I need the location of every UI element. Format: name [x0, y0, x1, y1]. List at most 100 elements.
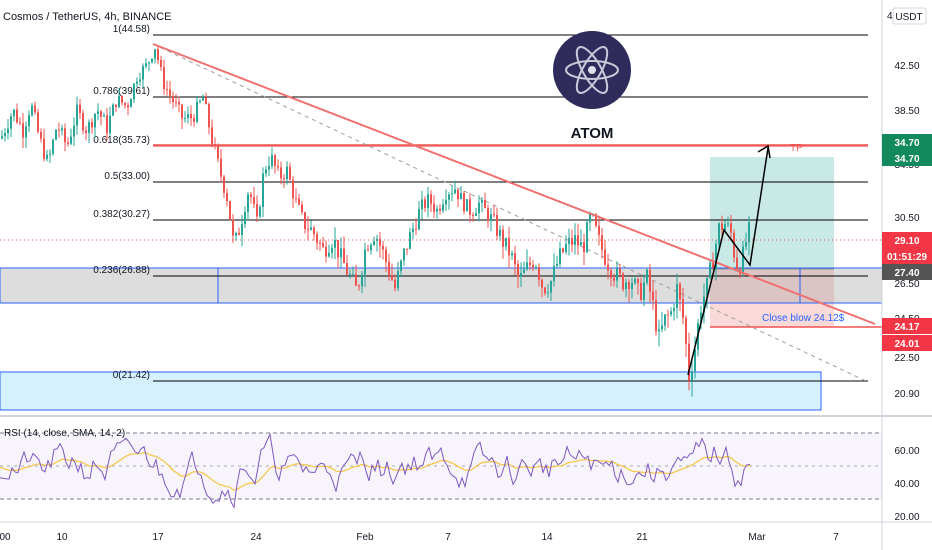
- fib-level-label: 0.618(35.73): [93, 135, 150, 146]
- candle-body: [478, 202, 480, 214]
- candle-body: [367, 249, 369, 251]
- candle-body: [247, 194, 249, 212]
- candle-body: [187, 114, 189, 119]
- candle-body: [190, 114, 192, 119]
- candle-body: [166, 88, 168, 90]
- candle-body: [748, 222, 750, 243]
- target-zone: [710, 157, 834, 269]
- candle-body: [559, 248, 561, 264]
- candle-body: [214, 144, 216, 146]
- candle-body: [715, 243, 717, 268]
- time-tick-label: 7: [833, 532, 839, 543]
- candle-body: [742, 246, 744, 275]
- candle-body: [520, 273, 522, 277]
- candle-body: [652, 291, 654, 301]
- price-tag-bg-tp: [882, 150, 932, 166]
- candle-body: [238, 232, 240, 235]
- candle-body: [13, 109, 15, 117]
- candle-body: [40, 132, 42, 139]
- candle-body: [340, 248, 342, 258]
- candle-body: [613, 277, 615, 281]
- candle-body: [400, 260, 402, 272]
- candle-body: [373, 240, 375, 245]
- candle-body: [475, 213, 477, 216]
- candle-body: [562, 248, 564, 252]
- candle-body: [271, 155, 273, 167]
- candle-body: [382, 245, 384, 250]
- candle-body: [466, 199, 468, 212]
- candle-body: [694, 349, 696, 372]
- price-tag-stop: 24.01: [894, 339, 919, 350]
- candle-body: [682, 299, 684, 318]
- price-tick-label: 22.50: [894, 353, 919, 364]
- dashed-trend-line[interactable]: [152, 43, 869, 383]
- candle-body: [607, 264, 609, 271]
- candle-body: [481, 200, 483, 203]
- candle-body: [100, 111, 102, 117]
- candle-body: [709, 262, 711, 278]
- currency-selector-label: USDT: [895, 12, 922, 23]
- candle-body: [85, 130, 87, 133]
- candle-body: [427, 194, 429, 209]
- candle-body: [31, 105, 33, 116]
- candle-body: [301, 204, 303, 213]
- candle-body: [454, 189, 456, 194]
- fib-level-label: 0(21.42): [113, 370, 150, 381]
- candle-body: [118, 95, 120, 107]
- support-zone-box[interactable]: [0, 267, 883, 304]
- rsi-pane: RSI (14, close, SMA, 14, 2) 60.00 40.00 20…: [0, 428, 920, 523]
- price-tag-last: 29.10: [894, 236, 919, 247]
- candle-body: [151, 58, 153, 63]
- candle-body: [241, 224, 243, 235]
- candle-body: [322, 243, 324, 247]
- rsi-ma-line: [0, 451, 751, 491]
- candle-body: [265, 169, 267, 174]
- candle-body: [361, 274, 363, 287]
- candle-body: [517, 264, 519, 277]
- candle-body: [451, 193, 453, 195]
- price-tag-bg-stop: [882, 318, 932, 334]
- candle-body: [421, 199, 423, 210]
- candle-body: [316, 234, 318, 243]
- time-axis[interactable]: 00 10 17 24 Feb 7 14 21 Mar 7: [0, 532, 839, 543]
- price-tag-bg-stop: [882, 335, 932, 351]
- candle-body: [718, 223, 720, 244]
- price-tag-tp: 34.70: [894, 154, 919, 165]
- candle-body: [274, 155, 276, 166]
- candle-body: [127, 105, 129, 108]
- rsi-tick-label: 40.00: [894, 479, 919, 490]
- candle-body: [403, 248, 405, 261]
- candle-body: [640, 283, 642, 300]
- candle-body: [637, 278, 639, 284]
- bottom-zone-box[interactable]: [0, 371, 822, 411]
- candle-body: [334, 240, 336, 248]
- currency-selector[interactable]: [892, 7, 927, 25]
- candle-body: [688, 343, 690, 381]
- candle-body: [64, 128, 66, 143]
- candle-body: [532, 265, 534, 268]
- candle-body: [397, 271, 399, 289]
- candle-body: [253, 196, 255, 205]
- candle-body: [628, 282, 630, 290]
- candle-body: [319, 242, 321, 244]
- candle-body: [370, 244, 372, 251]
- candle-body: [346, 263, 348, 275]
- candle-body: [604, 249, 606, 265]
- candle-body: [643, 282, 645, 300]
- candle-body: [601, 234, 603, 250]
- candle-body: [568, 238, 570, 244]
- candle-body: [160, 60, 162, 68]
- candle-body: [583, 242, 585, 253]
- candle-body: [202, 97, 204, 101]
- candle-body: [250, 194, 252, 197]
- descending-trend-line[interactable]: [152, 43, 876, 325]
- candle-body: [289, 166, 291, 180]
- candle-body: [61, 128, 63, 131]
- price-tick-label: 30.50: [894, 213, 919, 224]
- time-tick-label: 10: [56, 532, 68, 543]
- candle-body: [505, 237, 507, 247]
- candle-body: [79, 104, 81, 114]
- stop-note: Close blow 24.12$: [762, 313, 845, 324]
- price-tag-tp: 34.70: [894, 138, 919, 149]
